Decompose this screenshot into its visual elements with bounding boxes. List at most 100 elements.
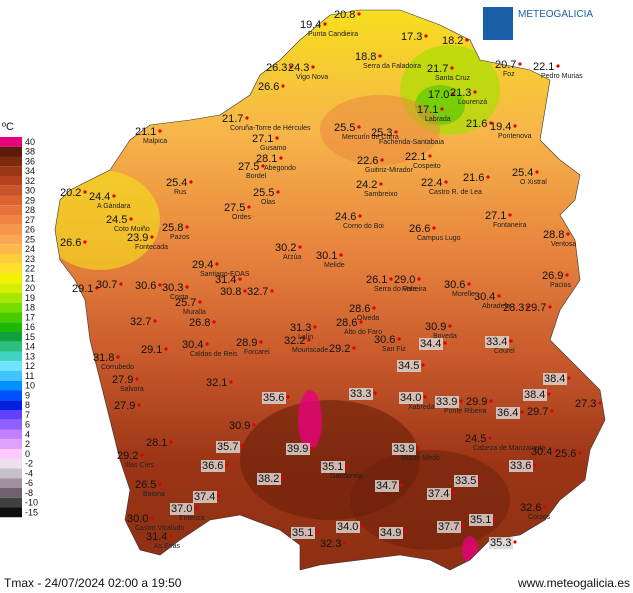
legend-label: 14 <box>25 342 35 352</box>
station-value: 30.8 <box>220 286 241 298</box>
station-value: 30.4 <box>182 339 203 351</box>
station-value: 30.3 <box>162 282 183 294</box>
station-value: 37.0 <box>171 503 192 515</box>
legend-swatch <box>0 341 22 352</box>
station-value: 27.5 <box>238 161 259 173</box>
station-dot <box>135 377 139 381</box>
station-dot <box>311 65 315 69</box>
station-dot <box>158 482 162 486</box>
station-value: 18.2 <box>442 35 463 47</box>
station-dot <box>513 540 517 544</box>
station-dot <box>428 154 432 158</box>
station-dot <box>578 451 582 455</box>
station-name: Corzos <box>528 514 551 521</box>
station-value: 30.9 <box>425 321 446 333</box>
station-value: 22.1 <box>405 151 426 163</box>
legend-label: -2 <box>25 459 33 469</box>
value-box <box>216 441 240 453</box>
legend-label: 13 <box>25 351 35 361</box>
legend-swatch <box>0 449 22 459</box>
station-dot <box>238 277 242 281</box>
station-dot <box>397 337 401 341</box>
station-name: Sambreixo <box>364 191 398 198</box>
station-dot <box>508 213 512 217</box>
station-name: Melide <box>324 262 345 269</box>
station-value: 22.4 <box>421 177 442 189</box>
legend-label: 18 <box>25 303 35 313</box>
legend-swatch <box>0 322 22 332</box>
station-dot <box>323 22 327 26</box>
station-dot <box>169 440 173 444</box>
station-value: 26.9 <box>542 270 563 282</box>
legend-swatch <box>0 263 22 274</box>
station-value: 24.5 <box>106 214 127 226</box>
station-name: Campus Lugo <box>417 235 461 242</box>
station-value: 25.4 <box>166 177 187 189</box>
value-box <box>201 460 225 472</box>
station-name: Forcarei <box>244 349 270 356</box>
station-value: 31.4 <box>146 531 167 543</box>
station-value: 32.7 <box>130 316 151 328</box>
station-name: San Fiz <box>382 346 406 353</box>
station-dot <box>212 320 216 324</box>
station-dot <box>83 190 87 194</box>
station-value: 24.6 <box>335 211 356 223</box>
value-box <box>349 388 373 400</box>
station-value: 24.3 <box>288 62 309 74</box>
station-name: Punta Candieira <box>308 31 358 38</box>
station-value: 31.8 <box>93 352 114 364</box>
station-dot <box>185 225 189 229</box>
station-value: 28.6 <box>336 317 357 329</box>
station-dot <box>225 463 229 467</box>
station-name: Abradelo <box>482 303 510 310</box>
station-name: Morelle <box>452 291 475 298</box>
station-name: Gandarela <box>330 473 363 480</box>
station-name: Illas Cíes <box>125 462 154 469</box>
station-value: 27.3 <box>575 398 596 410</box>
value-box <box>397 360 421 372</box>
station-dot <box>129 217 133 221</box>
station-dot <box>443 341 447 345</box>
station-dot <box>245 116 249 120</box>
station-name: Xabreda <box>408 404 435 411</box>
value-box <box>399 392 423 404</box>
station-dot <box>281 476 285 480</box>
station-dot <box>448 324 452 328</box>
station-value: 30.4 <box>531 446 552 458</box>
station-dot <box>150 235 154 239</box>
station-dot <box>556 64 560 68</box>
station-value: 30.6 <box>135 280 156 292</box>
legend-swatch <box>0 351 22 362</box>
legend-swatch <box>0 234 22 245</box>
station-value: 22.1 <box>533 61 554 73</box>
caption: Tmax - 24/07/2024 02:00 a 19:50 <box>4 576 182 590</box>
value-box <box>469 514 493 526</box>
station-dot <box>137 403 141 407</box>
legend-label: 8 <box>25 400 30 410</box>
station-dot <box>270 289 274 293</box>
value-box <box>489 537 513 549</box>
station-name: Coto Muiño <box>114 226 150 233</box>
legend-label: -4 <box>25 468 33 478</box>
value-box <box>262 392 286 404</box>
station-value: 33.9 <box>436 396 457 408</box>
station-value: 29.1 <box>72 283 93 295</box>
station-name: Santa Cruz <box>435 75 471 82</box>
station-dot <box>520 410 524 414</box>
station-name: Bordel <box>246 173 267 180</box>
station-value: 30.9 <box>229 420 250 432</box>
station-dot <box>360 524 364 528</box>
station-name: Foz <box>503 71 515 78</box>
station-name: Fontecada <box>135 244 168 251</box>
value-box <box>379 527 403 539</box>
station-value: 37.4 <box>194 491 215 503</box>
station-value: 24.5 <box>465 433 486 445</box>
station-dot <box>389 277 393 281</box>
station-value: 34.5 <box>398 360 419 372</box>
station-dot <box>279 156 283 160</box>
station-dot <box>189 180 193 184</box>
legend-swatch <box>0 478 22 488</box>
station-dot <box>535 170 539 174</box>
station-value: 23.9 <box>127 232 148 244</box>
station-dot <box>567 376 571 380</box>
